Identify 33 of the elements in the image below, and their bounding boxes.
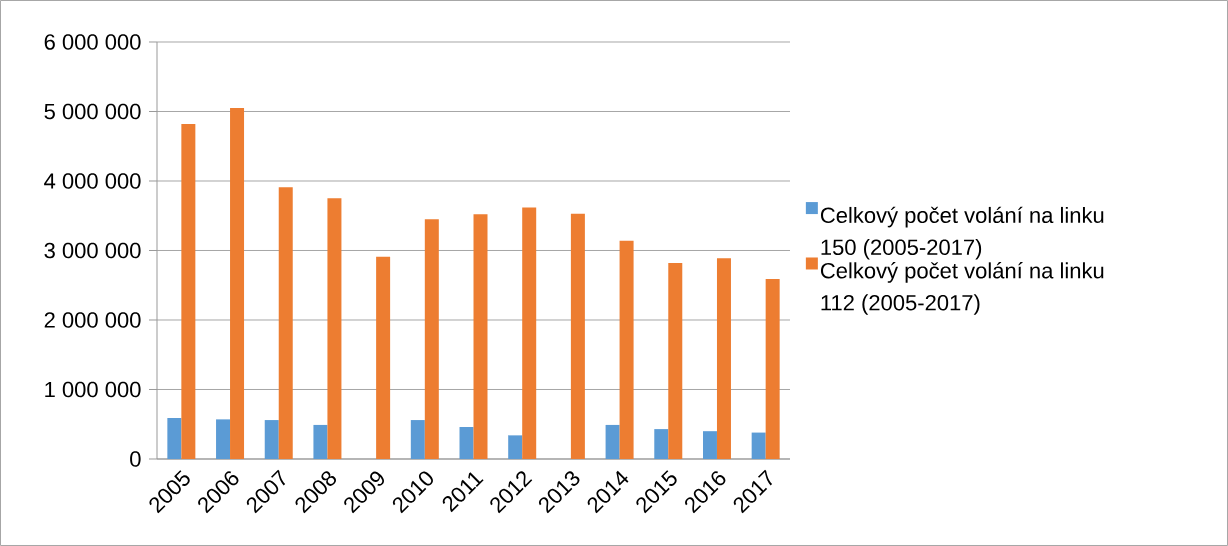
bar bbox=[654, 429, 669, 459]
y-tick-label: 5 000 000 bbox=[44, 103, 141, 120]
bar bbox=[619, 240, 634, 459]
bar bbox=[216, 419, 231, 459]
bar bbox=[264, 420, 279, 459]
bar bbox=[751, 432, 766, 459]
bar bbox=[668, 263, 683, 459]
y-tick-label: 3 000 000 bbox=[44, 242, 141, 259]
bar bbox=[410, 420, 425, 459]
bar bbox=[765, 278, 780, 459]
legend-label: Celkový počet volání na linku 150 (2005-2017) bbox=[820, 206, 1104, 260]
y-tick-label: 1 000 000 bbox=[45, 381, 141, 398]
y-tick-label: 0 bbox=[130, 451, 141, 467]
bar bbox=[278, 187, 293, 459]
bar bbox=[424, 219, 439, 459]
y-tick-label: 6 000 000 bbox=[44, 34, 141, 50]
y-tick-label: 4 000 000 bbox=[44, 173, 141, 189]
bar bbox=[376, 256, 391, 459]
bar bbox=[702, 431, 717, 459]
bar bbox=[181, 124, 196, 459]
y-tick-label: 2 000 000 bbox=[44, 312, 141, 328]
bar bbox=[522, 207, 537, 459]
bar bbox=[508, 435, 523, 459]
bar bbox=[459, 427, 474, 459]
bar bbox=[570, 213, 585, 459]
bar bbox=[230, 108, 245, 459]
bar bbox=[327, 198, 342, 459]
legend-label: Celkový počet volání na linku 112 (2005-2017) bbox=[820, 262, 1104, 315]
bar bbox=[605, 424, 620, 459]
bar bbox=[716, 258, 731, 459]
bar bbox=[473, 214, 488, 459]
bar bbox=[313, 424, 328, 459]
bar bbox=[167, 417, 182, 459]
